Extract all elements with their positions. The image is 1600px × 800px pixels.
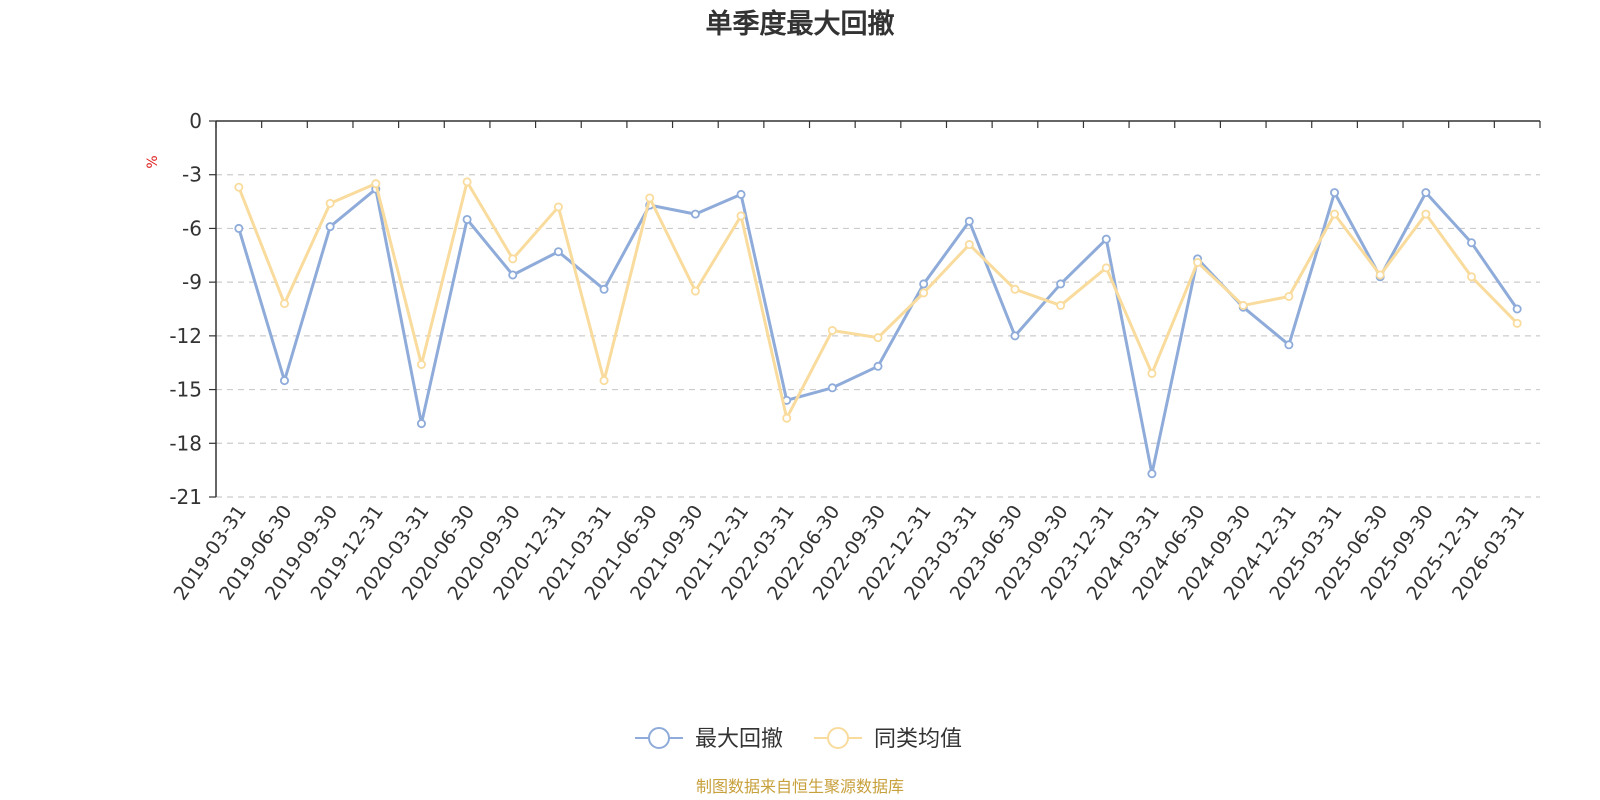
- data-point: [1284, 291, 1294, 301]
- series-1: [234, 184, 1522, 479]
- y-axis-unit: %: [145, 155, 161, 168]
- legend-label: 最大回撤: [695, 727, 783, 752]
- legend-label: 同类均值: [874, 727, 962, 752]
- data-point: [1375, 270, 1385, 280]
- y-tick-label: -6: [182, 216, 202, 240]
- data-point: [462, 177, 472, 187]
- data-point: [782, 413, 792, 423]
- data-point: [873, 361, 883, 371]
- data-point: [599, 376, 609, 386]
- data-point: [873, 333, 883, 343]
- data-point: [1010, 331, 1020, 341]
- legend-marker: [648, 727, 670, 749]
- data-point: [1147, 469, 1157, 479]
- data-point: [1330, 209, 1340, 219]
- data-point: [234, 223, 244, 233]
- data-point: [827, 325, 837, 335]
- data-point: [508, 254, 518, 264]
- series-2: [234, 177, 1522, 423]
- data-point: [325, 222, 335, 232]
- data-point: [279, 376, 289, 386]
- data-point: [690, 209, 700, 219]
- legend-item-1[interactable]: 最大回撤: [635, 727, 783, 752]
- data-point: [1330, 188, 1340, 198]
- data-point: [279, 299, 289, 309]
- legend-marker: [827, 727, 849, 749]
- data-point: [1193, 257, 1203, 267]
- data-point: [964, 240, 974, 250]
- data-point: [508, 270, 518, 280]
- data-point: [827, 383, 837, 393]
- data-point: [690, 286, 700, 296]
- gridlines: [216, 174, 1540, 498]
- y-tick-label: -3: [182, 163, 202, 187]
- data-point: [1421, 188, 1431, 198]
- data-point: [1101, 234, 1111, 244]
- data-point: [553, 202, 563, 212]
- source-note: 制图数据来自恒生聚源数据库: [696, 777, 904, 796]
- data-point: [919, 279, 929, 289]
- data-point: [964, 216, 974, 226]
- data-point: [234, 182, 244, 192]
- data-point: [1421, 209, 1431, 219]
- data-point: [919, 288, 929, 298]
- data-point: [736, 189, 746, 199]
- data-point: [1147, 368, 1157, 378]
- data-point: [1010, 284, 1020, 294]
- legend[interactable]: 最大回撤 同类均值: [635, 727, 962, 752]
- y-tick-label: -21: [169, 485, 202, 509]
- y-tick-label: -15: [169, 378, 202, 402]
- data-point: [371, 179, 381, 189]
- data-point: [416, 360, 426, 370]
- data-point: [462, 214, 472, 224]
- data-point: [416, 419, 426, 429]
- data-point: [1238, 300, 1248, 310]
- data-point: [1467, 272, 1477, 282]
- data-point: [1512, 318, 1522, 328]
- legend-item-2[interactable]: 同类均值: [814, 727, 962, 752]
- y-tick-label: 0: [189, 109, 202, 133]
- y-tick-label: -18: [169, 431, 202, 455]
- data-point: [736, 211, 746, 221]
- data-point: [325, 198, 335, 208]
- data-point: [645, 193, 655, 203]
- data-point: [553, 247, 563, 257]
- data-point: [1467, 238, 1477, 248]
- data-point: [1101, 263, 1111, 273]
- data-point: [1512, 304, 1522, 314]
- data-point: [599, 284, 609, 294]
- chart-title: 单季度最大回撤: [706, 8, 895, 40]
- data-point: [1284, 340, 1294, 350]
- series-layer: [234, 177, 1522, 479]
- data-point: [1056, 300, 1066, 310]
- y-tick-label: -12: [169, 324, 202, 348]
- data-point: [1056, 279, 1066, 289]
- y-tick-label: -9: [182, 270, 202, 294]
